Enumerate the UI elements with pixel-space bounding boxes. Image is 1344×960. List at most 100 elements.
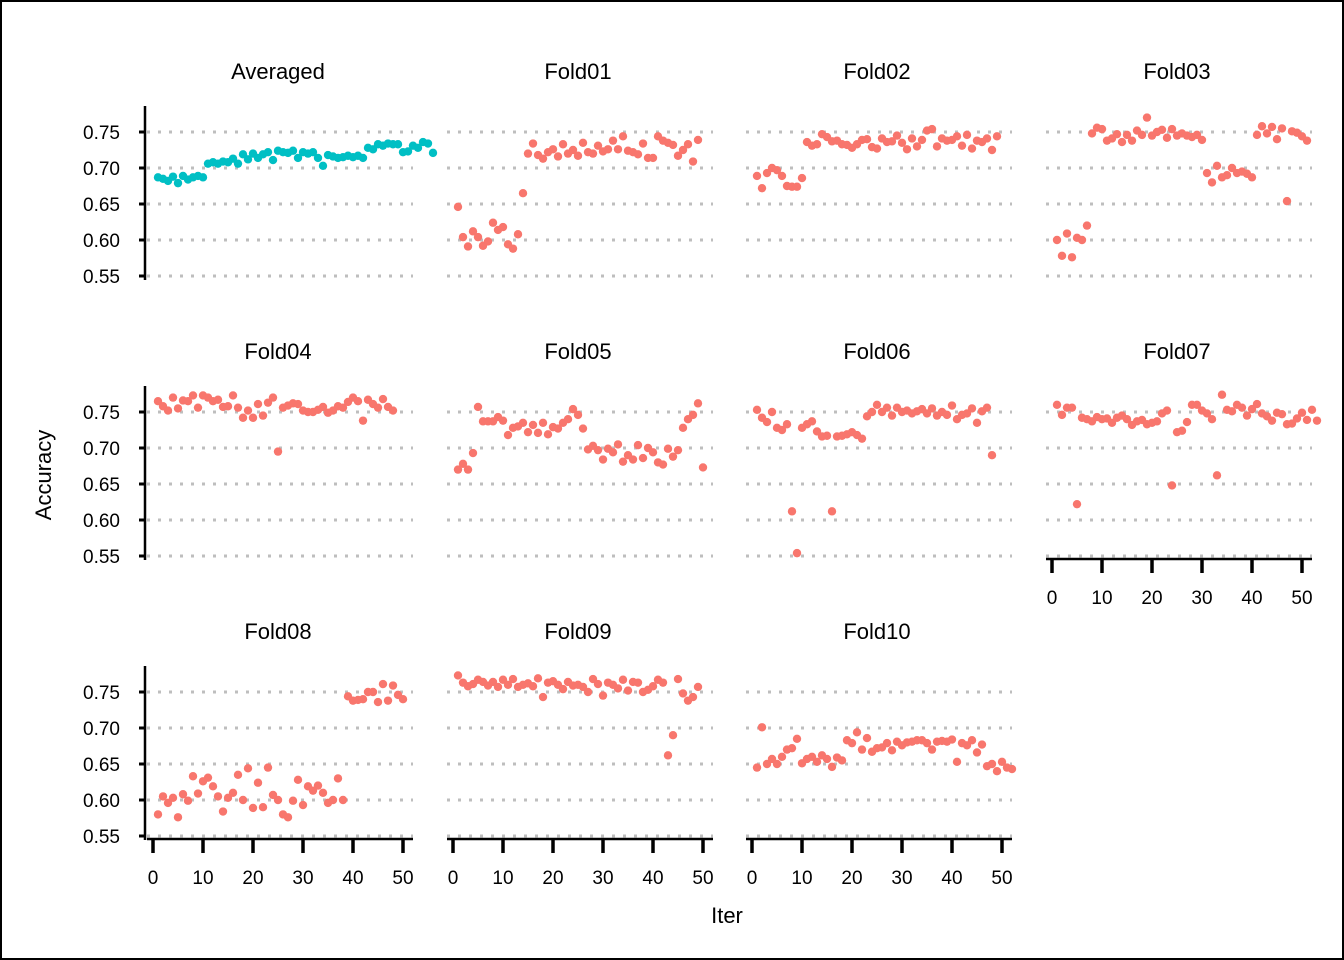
data-point [1122, 130, 1132, 140]
data-point [982, 134, 992, 143]
data-point [618, 675, 628, 684]
data-point [907, 134, 917, 143]
data-point [1212, 471, 1222, 480]
data-point [982, 403, 992, 412]
data-point [288, 146, 298, 155]
data-point [757, 183, 767, 193]
data-point [458, 459, 468, 469]
data-point [777, 171, 787, 181]
data-point [987, 759, 997, 769]
y-tick-label: 0.55 [83, 547, 120, 568]
data-point [573, 410, 583, 420]
y-tick-label: 0.65 [83, 195, 120, 216]
data-point [1057, 410, 1067, 420]
panel-title: Fold06 [843, 339, 910, 364]
data-point [428, 148, 438, 158]
data-point [792, 548, 802, 558]
data-point [598, 455, 608, 464]
data-point [608, 136, 618, 145]
data-point [228, 391, 238, 400]
data-point [318, 161, 328, 171]
y-tick-label: 0.75 [83, 683, 120, 704]
data-point [693, 399, 703, 408]
x-tick-label: 10 [1091, 588, 1112, 609]
data-point [668, 452, 678, 461]
y-tick-label: 0.60 [83, 791, 120, 812]
data-point [1112, 129, 1122, 139]
x-tick-label: 30 [1191, 588, 1212, 609]
data-point [782, 420, 792, 429]
y-tick-label: 0.75 [83, 403, 120, 424]
data-point [648, 448, 658, 457]
data-point [568, 404, 578, 414]
data-point [288, 796, 298, 805]
data-point [353, 397, 363, 406]
data-point [473, 402, 483, 412]
data-point [358, 153, 368, 163]
data-point [932, 142, 942, 151]
data-point [1177, 426, 1187, 435]
data-point [268, 155, 278, 165]
data-point [1097, 124, 1107, 134]
data-point [538, 154, 548, 163]
data-point [757, 723, 767, 732]
panel-fold10: Fold10 0 10 20 30 40 50 [746, 619, 1017, 889]
data-point [1302, 415, 1312, 425]
data-point [188, 391, 198, 400]
x-tick-label: 20 [841, 868, 862, 889]
data-point [608, 448, 618, 457]
data-point [927, 745, 937, 754]
data-point [613, 440, 623, 449]
data-point [857, 434, 867, 443]
data-point [1052, 400, 1062, 409]
data-point [503, 680, 513, 689]
data-point [273, 795, 283, 805]
data-point [243, 406, 253, 415]
data-point [952, 757, 962, 767]
data-point [1167, 124, 1177, 134]
data-point [553, 152, 563, 161]
data-point [1257, 122, 1267, 131]
data-point [168, 172, 178, 181]
data-point [318, 402, 328, 412]
data-point [578, 424, 588, 433]
data-point [368, 687, 378, 697]
y-tick-label: 0.55 [83, 267, 120, 288]
x-tick-label: 50 [392, 868, 413, 889]
data-point [243, 764, 253, 773]
x-tick-label: 50 [1291, 588, 1312, 609]
data-point [1077, 235, 1087, 245]
data-point [1227, 407, 1237, 416]
data-point [977, 740, 987, 749]
data-point [273, 447, 283, 456]
panel-fold08: Fold08 0.55 0.60 0.65 0.70 0.75 0 10 20 30 40 50 [83, 619, 414, 889]
data-point [238, 413, 248, 422]
data-point [633, 678, 643, 687]
panel-title: Fold05 [544, 339, 611, 364]
data-point [263, 763, 273, 772]
data-point [1167, 481, 1177, 490]
data-point [233, 770, 243, 779]
data-point [503, 430, 513, 440]
data-point [203, 773, 213, 782]
data-point [238, 795, 248, 805]
x-tick-label: 30 [592, 868, 613, 889]
data-point [458, 232, 468, 242]
y-tick-label: 0.65 [83, 475, 120, 496]
data-point [1162, 406, 1172, 415]
data-point [947, 401, 957, 410]
data-point [628, 455, 638, 464]
data-point [533, 428, 543, 438]
data-point [673, 674, 683, 684]
x-axis-title: Iter [711, 903, 743, 928]
panel-fold02: Fold02 [746, 59, 1012, 278]
data-point [248, 803, 258, 813]
x-tick-label: 20 [1141, 588, 1162, 609]
data-point [533, 674, 543, 683]
data-point [1152, 417, 1162, 426]
x-tick-label: 20 [242, 868, 263, 889]
data-point [373, 403, 383, 412]
data-point [268, 393, 278, 402]
data-point [358, 416, 368, 425]
data-point [153, 810, 163, 819]
